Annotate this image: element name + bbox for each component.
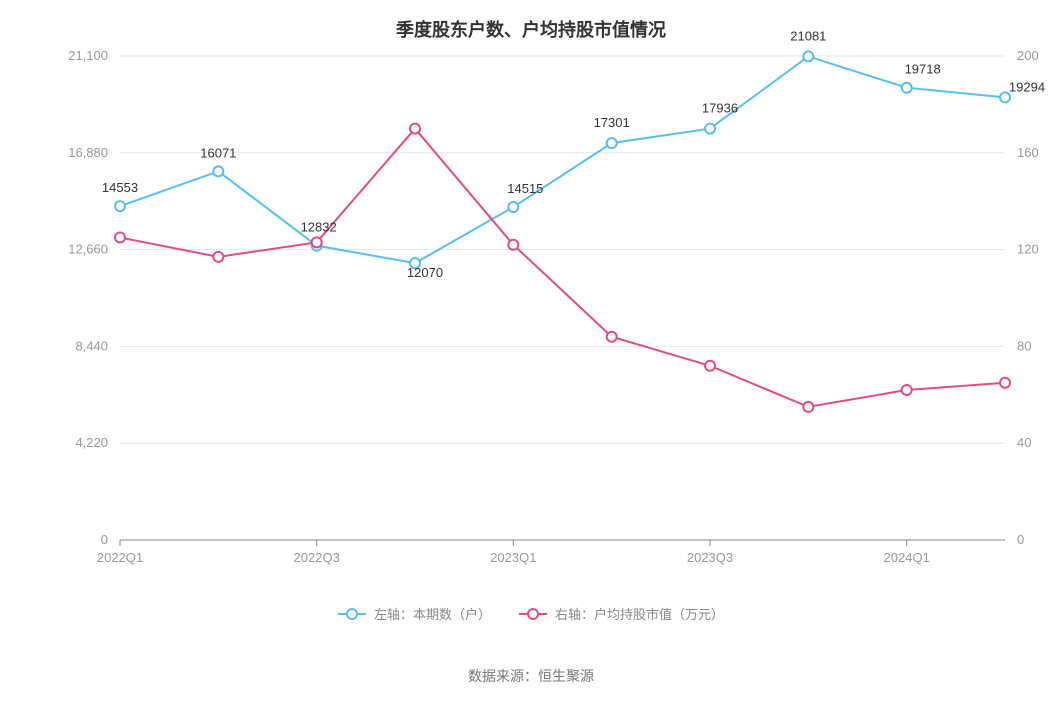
series-data-label-shareholders: 19294 xyxy=(1009,79,1045,94)
series-marker-shareholders xyxy=(803,51,813,61)
series-marker-avg_value xyxy=(705,361,715,371)
legend-label-left: 左轴：本期数（户） xyxy=(374,604,491,623)
series-data-label-shareholders: 12832 xyxy=(301,220,337,235)
y-left-tick-label: 12,660 xyxy=(68,242,108,257)
series-marker-avg_value xyxy=(410,124,420,134)
series-marker-avg_value xyxy=(213,252,223,262)
series-marker-avg_value xyxy=(803,402,813,412)
chart-plot: 2022Q1 2022Q3 2023Q1 2023Q3 2024Q1 0 4,220 8,44… xyxy=(0,0,1062,590)
series-line-shareholders xyxy=(120,56,1005,263)
series-marker-avg_value xyxy=(115,233,125,243)
legend: 左轴：本期数（户） 右轴：户均持股市值（万元） xyxy=(0,604,1062,623)
series-data-label-shareholders: 21081 xyxy=(790,28,826,43)
legend-swatch-left-icon xyxy=(338,607,366,621)
y-left-tick-label: 8,440 xyxy=(75,338,108,353)
y-right-tick-label: 200 xyxy=(1017,48,1039,63)
legend-item-right: 右轴：户均持股市值（万元） xyxy=(519,604,724,623)
series-marker-avg_value xyxy=(1000,378,1010,388)
series-marker-shareholders xyxy=(607,138,617,148)
x-tick-label: 2024Q1 xyxy=(884,550,930,565)
y-right-tick-label: 40 xyxy=(1017,435,1031,450)
series-marker-shareholders xyxy=(115,201,125,211)
series-marker-avg_value xyxy=(902,385,912,395)
series-marker-shareholders xyxy=(705,124,715,134)
y-left-tick-label: 0 xyxy=(101,532,108,547)
chart-container: 季度股东户数、户均持股市值情况 2022Q12022Q32023Q12023Q3… xyxy=(0,0,1062,718)
series-data-label-shareholders: 14553 xyxy=(102,180,138,195)
legend-item-left: 左轴：本期数（户） xyxy=(338,604,491,623)
series-marker-shareholders xyxy=(508,202,518,212)
series-marker-shareholders xyxy=(902,83,912,93)
series-data-label-shareholders: 12070 xyxy=(407,265,443,280)
series-line-avg_value xyxy=(120,129,1005,407)
y-right-tick-label: 80 xyxy=(1017,338,1031,353)
y-left-tick-label: 4,220 xyxy=(75,435,108,450)
x-tick-label: 2022Q1 xyxy=(97,550,143,565)
y-right-tick-label: 160 xyxy=(1017,145,1039,160)
legend-label-right: 右轴：户均持股市值（万元） xyxy=(555,604,724,623)
series-marker-avg_value xyxy=(508,240,518,250)
y-left-tick-label: 21,100 xyxy=(68,48,108,63)
series-marker-avg_value xyxy=(312,237,322,247)
y-right-tick-label: 0 xyxy=(1017,532,1024,547)
series-marker-shareholders xyxy=(213,166,223,176)
series-data-label-shareholders: 17301 xyxy=(594,115,630,130)
chart-svg: 2022Q1 2022Q3 2023Q1 2023Q3 2024Q1 0 4,220 8,44… xyxy=(0,0,1062,590)
data-source: 数据来源：恒生聚源 xyxy=(0,666,1062,686)
series-data-label-shareholders: 16071 xyxy=(200,145,236,160)
y-right-tick-label: 120 xyxy=(1017,242,1039,257)
series-data-label-shareholders: 19718 xyxy=(905,62,941,77)
series-marker-avg_value xyxy=(607,332,617,342)
x-tick-label: 2023Q1 xyxy=(490,550,536,565)
data-source-label: 数据来源：恒生聚源 xyxy=(468,668,594,684)
legend-swatch-right-icon xyxy=(519,607,547,621)
series-data-label-shareholders: 17936 xyxy=(702,101,738,116)
y-left-tick-label: 16,880 xyxy=(68,145,108,160)
series-data-label-shareholders: 14515 xyxy=(507,181,543,196)
x-tick-label: 2023Q3 xyxy=(687,550,733,565)
x-tick-label: 2022Q3 xyxy=(294,550,340,565)
